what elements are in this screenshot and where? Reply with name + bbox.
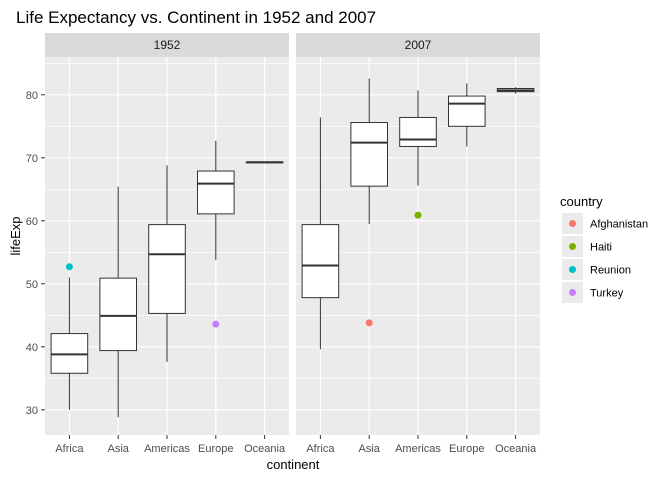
- legend-label: Haiti: [590, 242, 612, 254]
- legend-key-dot: [569, 243, 576, 250]
- y-axis-title: lifeExp: [8, 216, 23, 255]
- strip-label-2007: 2007: [405, 38, 432, 52]
- box-1952-asia: [99, 186, 137, 418]
- legend-title: country: [560, 194, 603, 209]
- strip-background: [296, 33, 540, 57]
- x-tick-label-asia: Asia: [107, 443, 129, 455]
- legend-item-turkey: Turkey: [562, 282, 624, 303]
- legend-item-reunion: Reunion: [562, 259, 631, 280]
- y-tick-label: 80: [26, 90, 38, 102]
- box-2007-asia: [350, 78, 388, 224]
- legend: country Afghanistan Haiti Reunion Turkey: [560, 194, 648, 303]
- y-tick-label: 60: [26, 216, 38, 228]
- box-2007-oceania: [496, 87, 535, 94]
- x-tick-label-europe: Europe: [198, 443, 233, 455]
- legend-label: Reunion: [590, 265, 631, 277]
- y-tick-label: 30: [26, 405, 38, 417]
- legend-item-afghanistan: Afghanistan: [562, 213, 648, 234]
- box-2007-americas: [399, 90, 437, 186]
- outlier-afghanistan: [365, 319, 373, 327]
- box-rect: [99, 277, 137, 352]
- legend-key-dot: [569, 289, 576, 296]
- y-tick-label: 70: [26, 153, 38, 165]
- x-tick-label-asia: Asia: [358, 443, 380, 455]
- x-tick-label-americas: Americas: [395, 443, 441, 455]
- outlier-turkey: [212, 320, 220, 328]
- panel-2007: 2007 Africa Asia Americas Europe Oceania: [296, 33, 540, 455]
- legend-label: Afghanistan: [590, 219, 648, 231]
- box-1952-africa: [50, 277, 89, 410]
- x-tick-label-americas: Americas: [144, 443, 190, 455]
- strip-label-1952: 1952: [154, 38, 181, 52]
- box-rect: [399, 116, 437, 147]
- x-tick-label-oceania: Oceania: [495, 443, 537, 455]
- y-tick-label: 40: [26, 342, 38, 354]
- x-tick-label-oceania: Oceania: [244, 443, 286, 455]
- x-tick-label-africa: Africa: [306, 443, 335, 455]
- x-tick-label-europe: Europe: [449, 443, 484, 455]
- outlier-reunion: [65, 263, 73, 271]
- y-axis: 30 40 50 60 70 80: [26, 90, 45, 417]
- strip-background: [45, 33, 289, 57]
- outlier-haiti: [414, 211, 422, 219]
- box-rect: [350, 122, 388, 187]
- box-rect: [197, 170, 235, 215]
- legend-key-dot: [569, 220, 576, 227]
- chart-title: Life Expectancy vs. Continent in 1952 an…: [16, 8, 376, 27]
- x-axis-title: continent: [267, 457, 320, 472]
- y-tick-label: 50: [26, 279, 38, 291]
- box-rect: [448, 95, 486, 127]
- box-2007-africa: [301, 117, 340, 350]
- box-rect: [301, 224, 340, 299]
- box-1952-europe: [197, 140, 235, 260]
- box-1952-americas: [148, 165, 186, 362]
- legend-item-haiti: Haiti: [562, 236, 612, 257]
- box-rect: [148, 224, 186, 314]
- legend-key-dot: [569, 266, 576, 273]
- legend-label: Turkey: [590, 288, 624, 300]
- panel-1952: 1952 Africa Asia Americas Europe Oceania: [45, 33, 289, 455]
- box-1952-oceania: [245, 161, 284, 164]
- x-tick-label-africa: Africa: [55, 443, 84, 455]
- panels: 1952 Africa Asia Americas Europe Oceania 2007 A…: [45, 33, 540, 455]
- box-2007-europe: [448, 83, 486, 147]
